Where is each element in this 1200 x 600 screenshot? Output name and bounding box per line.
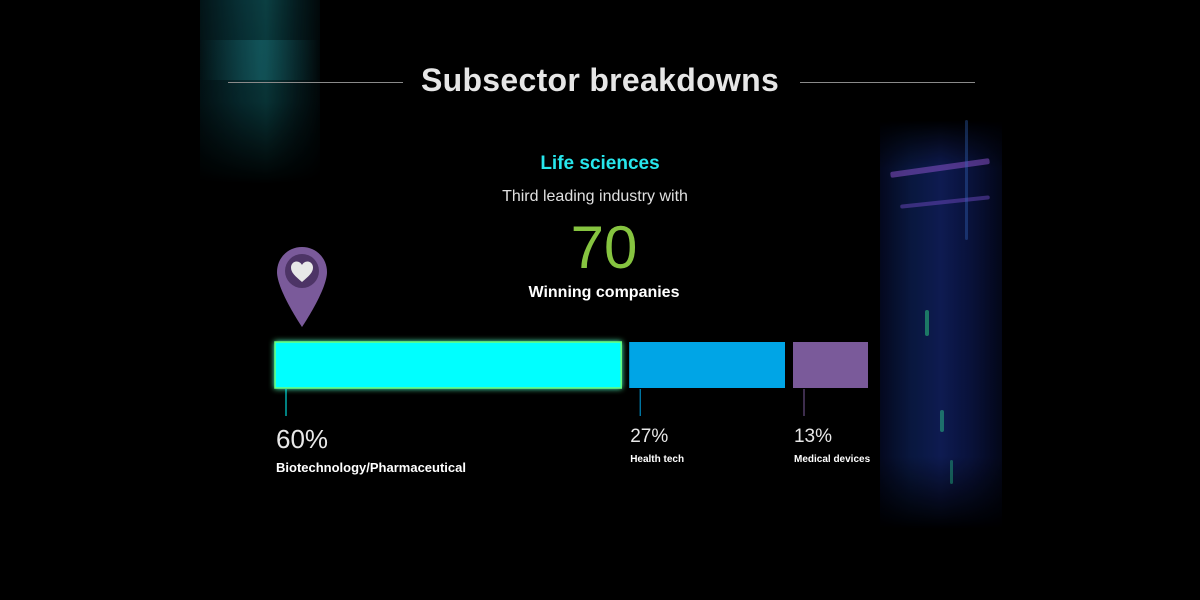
section-title: Life sciences <box>540 153 660 174</box>
category-label-health-tech: Health tech <box>630 454 685 465</box>
value-label-health-tech: 27% <box>630 426 669 447</box>
bar-segment-medical-devices <box>793 342 868 388</box>
decorative-panel-right <box>880 120 1002 530</box>
value-label-biotechnology-pharmaceutical: 60% <box>276 424 329 454</box>
value-label-medical-devices: 13% <box>793 426 833 447</box>
bar-segment-health-tech <box>629 342 785 388</box>
decorative-panel-left <box>200 0 320 185</box>
winning-companies-label: Winning companies <box>528 284 680 301</box>
category-label-medical-devices: Medical devices <box>793 454 871 465</box>
bar-segment-biotechnology-pharmaceutical <box>274 341 622 389</box>
page-title: Subsector breakdowns <box>420 62 780 98</box>
header-divider-left <box>228 82 403 83</box>
location-pin-heart-icon <box>277 247 327 327</box>
section-subtitle: Third leading industry with <box>502 188 688 205</box>
header-divider-right <box>800 82 975 83</box>
winning-companies-count: 70 <box>570 214 638 281</box>
category-label-biotechnology-pharmaceutical: Biotechnology/Pharmaceutical <box>276 460 466 475</box>
